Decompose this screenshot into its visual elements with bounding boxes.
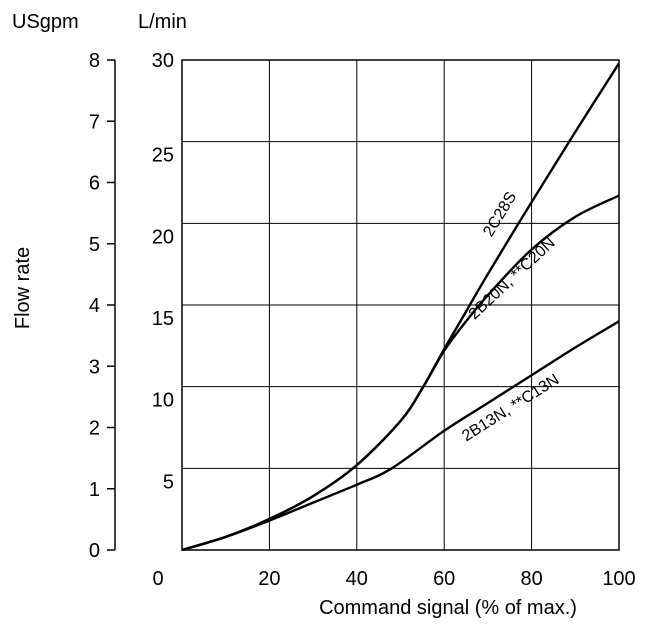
usgpm-unit-label: USgpm [12, 11, 79, 33]
usgpm-tick-label: 2 [89, 418, 100, 440]
lmin-tick-label: 10 [152, 390, 174, 412]
usgpm-tick-label: 8 [89, 50, 100, 72]
y-axis-title: Flow rate [12, 247, 34, 329]
curve-label-3: 2B13N, **C13N [459, 371, 562, 445]
curve-label-2: 2B20N, **C20N [466, 235, 559, 323]
x-tick-label: 40 [346, 568, 368, 590]
series-line-3 [181, 320, 620, 552]
x-tick-label: 60 [433, 568, 455, 590]
tick-labels: 0 20 40 60 80 100 5 10 15 20 25 30 0 1 2 3 4 5 6 7 8 [89, 50, 636, 590]
lmin-tick-label: 30 [152, 50, 174, 72]
x-axis-title: Command signal (% of max.) [319, 597, 577, 619]
series-lines [181, 62, 621, 552]
grid [182, 60, 619, 550]
x-tick-label: 20 [258, 568, 280, 590]
usgpm-tick-label: 1 [89, 479, 100, 501]
plot-frame [181, 59, 620, 551]
series-line-1 [181, 62, 621, 552]
usgpm-axis [107, 59, 116, 551]
usgpm-tick-label: 3 [89, 356, 100, 378]
lmin-tick-label: 25 [152, 145, 174, 167]
lmin-unit-label: L/min [138, 11, 187, 33]
x-tick-label: 100 [602, 568, 635, 590]
usgpm-tick-label: 5 [89, 234, 100, 256]
lmin-tick-label: 5 [163, 471, 174, 493]
usgpm-tick-label: 6 [89, 173, 100, 195]
usgpm-tick-label: 7 [89, 111, 100, 133]
x-tick-label: 0 [152, 568, 163, 590]
series-line-2 [181, 194, 620, 552]
lmin-tick-label: 20 [152, 226, 174, 248]
usgpm-tick-label: 4 [89, 295, 100, 317]
x-tick-label: 80 [520, 568, 542, 590]
usgpm-tick-label: 0 [89, 540, 100, 562]
lmin-tick-label: 15 [152, 308, 174, 330]
